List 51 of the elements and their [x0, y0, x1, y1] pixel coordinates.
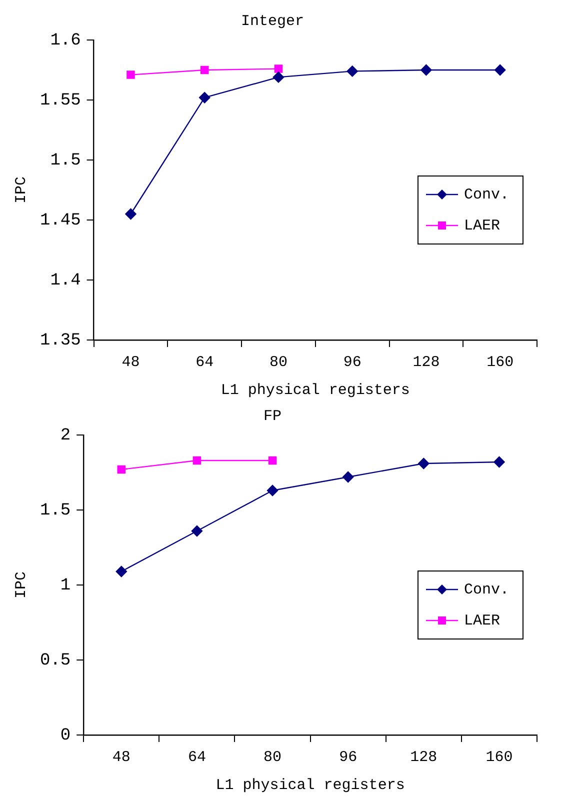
point: [346, 66, 358, 77]
y-tick-label: 1.4: [50, 272, 81, 290]
y-tick-label: 1.55: [40, 92, 81, 110]
y-tick-label: 1.5: [40, 502, 71, 520]
point: [266, 484, 278, 496]
legend-label: Conv.: [464, 581, 510, 598]
point: [117, 465, 126, 474]
legend-label: LAER: [464, 612, 500, 630]
y-tick-label: 2: [60, 426, 71, 446]
y-tick-label: 0.5: [40, 652, 71, 670]
point: [199, 92, 210, 104]
x-axis-title: L1 physical registers: [216, 776, 405, 794]
x-tick-label: 128: [410, 748, 438, 766]
point: [116, 566, 127, 578]
point: [268, 456, 277, 465]
y-tick-label: 1.45: [40, 212, 81, 230]
point: [342, 471, 354, 483]
x-tick-label: 64: [188, 748, 206, 766]
legend-label: LAER: [464, 217, 500, 234]
y-tick-label: 1.6: [50, 32, 81, 50]
y-axis-title: IPC: [12, 176, 30, 204]
y-axis-title: IPC: [12, 571, 30, 599]
chart-title: FP: [263, 408, 282, 425]
x-tick-label: 48: [112, 748, 130, 766]
point: [274, 64, 283, 73]
x-tick-label: 48: [122, 354, 140, 371]
point: [494, 456, 505, 468]
x-tick-label: 160: [486, 354, 514, 371]
point: [192, 456, 202, 465]
x-tick-label: 96: [343, 354, 362, 371]
point: [126, 70, 135, 79]
point: [191, 525, 203, 537]
y-tick-label: 1.35: [40, 332, 81, 350]
x-tick-label: 80: [264, 748, 282, 766]
point: [200, 66, 209, 74]
x-tick-label: 80: [269, 354, 288, 371]
x-axis-title: L1 physical registers: [220, 382, 410, 399]
y-tick-label: 1: [60, 576, 71, 596]
x-tick-label: 128: [412, 354, 440, 371]
x-tick-label: 160: [486, 748, 513, 766]
y-tick-label: 0: [60, 726, 71, 746]
point: [494, 64, 506, 76]
point: [420, 64, 432, 76]
y-tick-label: 1.5: [50, 152, 81, 170]
x-tick-label: 96: [339, 748, 358, 766]
x-tick-label: 64: [196, 354, 214, 371]
chart-title: Integer: [240, 12, 304, 30]
point: [272, 72, 284, 83]
legend-label: Conv.: [464, 186, 510, 204]
point: [418, 458, 430, 470]
point: [125, 208, 136, 220]
